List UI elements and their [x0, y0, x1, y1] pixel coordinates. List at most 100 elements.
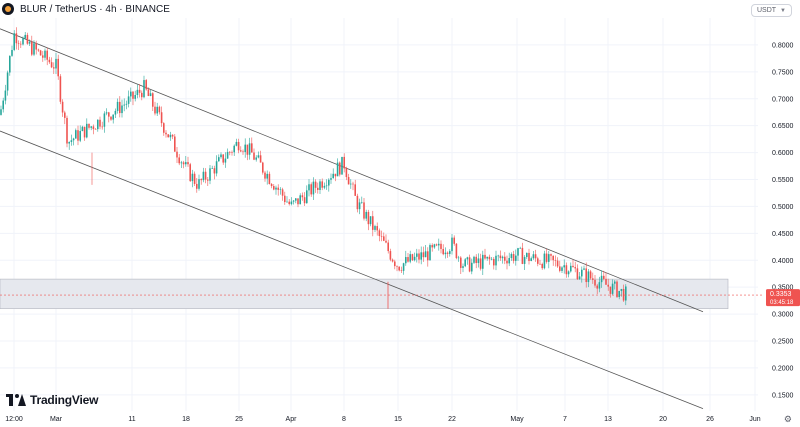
candle-body [154, 106, 156, 114]
candle-body [482, 254, 484, 269]
candle-body [607, 284, 609, 287]
price-tick-label: 0.3000 [772, 312, 794, 319]
candle-body [306, 190, 308, 204]
candle-body [97, 119, 99, 130]
candle-body [576, 268, 579, 280]
candle-body [72, 138, 75, 141]
candle-body [567, 271, 570, 275]
candle-body [103, 113, 106, 127]
candle-body [59, 76, 62, 102]
channel-lower-line[interactable] [0, 130, 704, 409]
candle-body [209, 168, 211, 181]
candle-body [187, 162, 189, 165]
candle-body [332, 173, 334, 179]
candle-body [358, 202, 361, 210]
candle-body [440, 243, 442, 249]
candle-body [534, 254, 537, 259]
candle-body [174, 136, 176, 152]
candle-body [242, 151, 244, 153]
candle-body [378, 230, 381, 237]
candle-body [251, 143, 253, 153]
candle-body [138, 89, 141, 93]
candle-body [281, 189, 284, 196]
candle-body [17, 43, 20, 44]
candle-body [286, 201, 288, 203]
candle-body [191, 173, 194, 182]
candle-body [523, 257, 526, 264]
candle-body [433, 244, 436, 248]
candle-body [277, 187, 279, 190]
candle-body [594, 279, 596, 286]
candle-body [160, 112, 163, 124]
channel-upper-line[interactable] [0, 28, 704, 313]
candle-body [600, 275, 603, 283]
tradingview-logo[interactable]: TradingView [6, 393, 98, 407]
candle-body [308, 184, 310, 191]
candles-layer [0, 27, 627, 309]
candle-body [99, 119, 101, 127]
candle-body [152, 93, 154, 107]
candle-body [279, 189, 282, 190]
candle-body [464, 259, 466, 267]
time-tick-label: 22 [448, 416, 456, 423]
candle-body [343, 156, 345, 169]
candle-body [213, 168, 216, 174]
candle-body [605, 278, 607, 285]
candle-body [79, 131, 81, 141]
candle-body [508, 258, 510, 264]
symbol-title: BLUR / TetherUS · 4h · BINANCE [20, 3, 170, 15]
candle-body [180, 162, 183, 164]
candle-body [224, 158, 227, 163]
candle-body [90, 126, 92, 128]
candle-body [207, 179, 209, 181]
candle-body [211, 168, 213, 169]
candle-body [407, 257, 409, 262]
tradingview-icon [6, 394, 26, 406]
candle-body [264, 172, 266, 179]
candle-body [541, 263, 543, 269]
candle-body [530, 258, 532, 261]
candle-body [356, 195, 359, 210]
candle-body [229, 151, 231, 153]
candle-body [6, 72, 9, 91]
candle-body [457, 257, 460, 259]
candle-body [75, 130, 77, 139]
candle-body [411, 254, 414, 261]
candle-body [330, 178, 332, 180]
price-tick-label: 0.4500 [772, 231, 794, 238]
symbol-header[interactable]: BLUR / TetherUS · 4h · BINANCE [0, 0, 170, 18]
time-tick-label: 20 [659, 416, 667, 423]
candle-body [39, 50, 42, 56]
candle-body [396, 266, 398, 267]
time-tick-label: Jun [749, 416, 760, 423]
candle-body [561, 267, 563, 271]
candle-body [317, 187, 319, 190]
candle-body [46, 50, 48, 60]
candle-body [240, 150, 242, 152]
candle-body [33, 43, 35, 55]
countdown-text: 03:45:18 [770, 300, 794, 306]
candle-body [380, 236, 383, 237]
candle-body [521, 247, 524, 264]
candle-body [259, 155, 262, 163]
candle-body [171, 134, 174, 137]
candle-body [303, 197, 306, 204]
currency-selector[interactable]: USDT ▼ [750, 4, 792, 17]
candle-body [416, 253, 418, 257]
chart-settings-icon[interactable]: ⚙ [783, 414, 792, 424]
candle-body [449, 251, 451, 254]
price-axis: 0.1500 0.2000 0.2500 0.3000 0.3500 0.4000 0.45… [772, 42, 794, 399]
candle-body [583, 268, 585, 270]
candle-body [352, 183, 354, 185]
candle-body [13, 33, 15, 50]
last-price-badge: 0.3353 03:45:18 [766, 289, 800, 307]
chevron-down-icon: ▼ [780, 7, 786, 14]
candle-body [543, 253, 546, 269]
candle-body [495, 255, 497, 266]
candle-body [310, 184, 312, 195]
candle-body [163, 123, 165, 133]
candle-body [108, 112, 110, 117]
candle-body [301, 195, 304, 198]
candle-body [625, 286, 627, 301]
